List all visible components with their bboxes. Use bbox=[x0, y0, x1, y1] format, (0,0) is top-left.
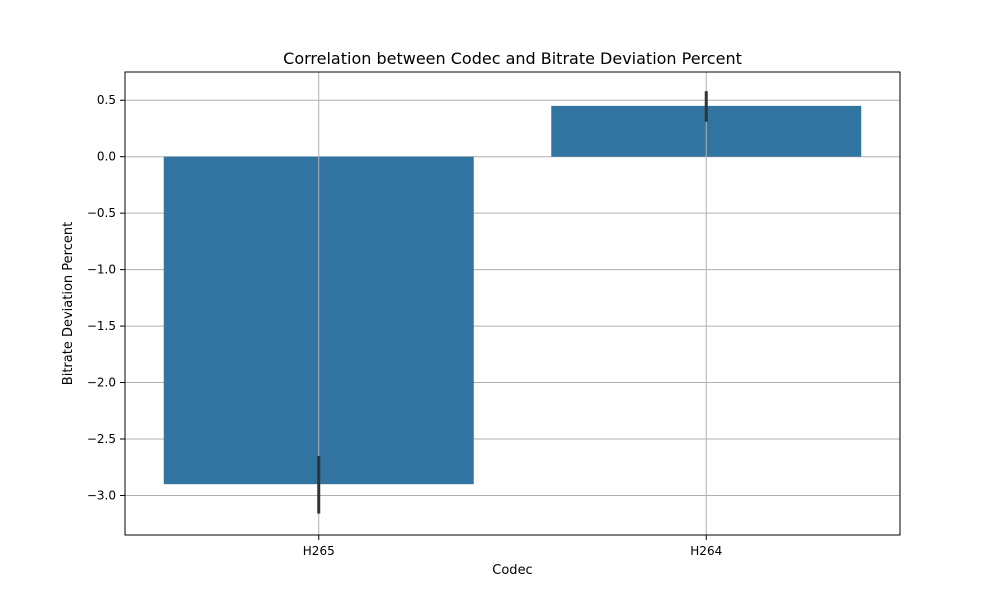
y-tick-label: −1.0 bbox=[87, 263, 116, 277]
bars-layer bbox=[163, 105, 862, 485]
error-bars-layer bbox=[317, 91, 708, 514]
x-axis-ticks: H265 H264 bbox=[303, 535, 722, 558]
chart-title: Correlation between Codec and Bitrate De… bbox=[283, 49, 742, 68]
y-tick-label: −2.0 bbox=[87, 376, 116, 390]
plot-area-frame bbox=[124, 71, 901, 536]
x-tick-label: H265 bbox=[303, 544, 335, 558]
y-axis-ticks: 0.5 0.0 −0.5 −1.0 −1.5 −2.0 −2.5 −3.0 bbox=[87, 93, 125, 502]
y-tick-label: 0.5 bbox=[97, 93, 116, 107]
y-tick-label: −1.5 bbox=[87, 319, 116, 333]
y-tick-label: 0.0 bbox=[97, 150, 116, 164]
y-tick-label: −2.5 bbox=[87, 432, 116, 446]
y-tick-label: −0.5 bbox=[87, 206, 116, 220]
x-axis-label: Codec bbox=[492, 563, 532, 578]
y-axis-label: Bitrate Deviation Percent bbox=[61, 222, 76, 385]
y-tick-label: −3.0 bbox=[87, 488, 116, 502]
x-tick-label: H264 bbox=[690, 544, 722, 558]
